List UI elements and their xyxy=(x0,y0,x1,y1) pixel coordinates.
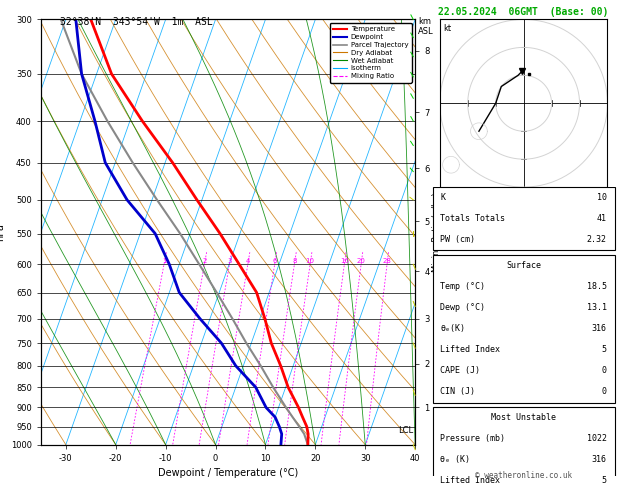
Text: 22.05.2024  06GMT  (Base: 00): 22.05.2024 06GMT (Base: 00) xyxy=(438,7,609,17)
Y-axis label: hPa: hPa xyxy=(0,223,5,241)
Text: Temp (°C): Temp (°C) xyxy=(440,282,486,291)
Text: 5: 5 xyxy=(602,476,607,485)
Text: kt: kt xyxy=(443,24,451,34)
Legend: Temperature, Dewpoint, Parcel Trajectory, Dry Adiabat, Wet Adiabat, Isotherm, Mi: Temperature, Dewpoint, Parcel Trajectory… xyxy=(330,23,411,83)
Text: Pressure (mb): Pressure (mb) xyxy=(440,434,506,443)
Y-axis label: Mixing Ratio (g/kg): Mixing Ratio (g/kg) xyxy=(432,192,442,272)
X-axis label: Dewpoint / Temperature (°C): Dewpoint / Temperature (°C) xyxy=(158,469,298,478)
Text: Lifted Index: Lifted Index xyxy=(440,476,501,485)
Text: θₑ(K): θₑ(K) xyxy=(440,324,465,333)
Text: 0: 0 xyxy=(602,366,607,375)
Text: 20: 20 xyxy=(357,258,365,264)
Text: 316: 316 xyxy=(592,324,607,333)
Text: 8: 8 xyxy=(292,258,297,264)
Text: © weatheronline.co.uk: © weatheronline.co.uk xyxy=(475,471,572,480)
Text: Dewp (°C): Dewp (°C) xyxy=(440,303,486,312)
Text: 18.5: 18.5 xyxy=(587,282,607,291)
Text: Most Unstable: Most Unstable xyxy=(491,413,556,422)
Text: CIN (J): CIN (J) xyxy=(440,387,476,397)
Bar xyxy=(433,407,615,486)
Text: Lifted Index: Lifted Index xyxy=(440,345,501,354)
Text: 10: 10 xyxy=(306,258,314,264)
Text: PW (cm): PW (cm) xyxy=(440,235,476,244)
Text: 13.1: 13.1 xyxy=(587,303,607,312)
Text: 3: 3 xyxy=(227,258,231,264)
Text: 2.32: 2.32 xyxy=(587,235,607,244)
Text: K: K xyxy=(440,193,445,202)
Text: Totals Totals: Totals Totals xyxy=(440,214,506,223)
Text: 28: 28 xyxy=(382,258,391,264)
Bar xyxy=(433,187,615,250)
Text: 1: 1 xyxy=(162,258,166,264)
Text: 16: 16 xyxy=(340,258,349,264)
Text: 10: 10 xyxy=(597,193,607,202)
Text: 2: 2 xyxy=(203,258,206,264)
Text: 6: 6 xyxy=(272,258,277,264)
Text: 316: 316 xyxy=(592,455,607,464)
Text: 41: 41 xyxy=(597,214,607,223)
Text: 4: 4 xyxy=(245,258,250,264)
Text: km
ASL: km ASL xyxy=(418,17,434,36)
Text: 32°38'N  343°54'W  1m  ASL: 32°38'N 343°54'W 1m ASL xyxy=(60,17,213,27)
Text: Surface: Surface xyxy=(506,261,541,270)
Text: 5: 5 xyxy=(602,345,607,354)
Text: 1022: 1022 xyxy=(587,434,607,443)
Text: 0: 0 xyxy=(602,387,607,397)
Text: θₑ (K): θₑ (K) xyxy=(440,455,470,464)
Text: CAPE (J): CAPE (J) xyxy=(440,366,481,375)
Bar xyxy=(433,255,615,402)
Text: LCL: LCL xyxy=(399,426,414,435)
